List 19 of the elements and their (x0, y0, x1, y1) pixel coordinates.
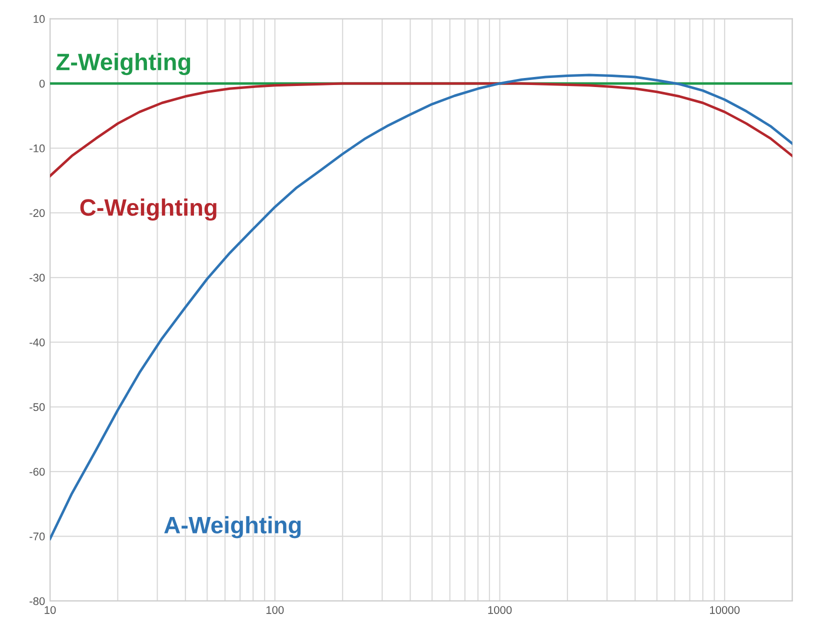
x-tick-label: 1000 (488, 606, 512, 614)
y-tick-label: -30 (30, 274, 45, 282)
x-tick-label: 10000 (710, 606, 740, 614)
x-tick-label: 100 (266, 606, 284, 614)
x-tick-label: 10 (44, 606, 56, 614)
y-tick-label: 0 (39, 80, 45, 88)
series-label: Z-Weighting (56, 53, 190, 76)
y-tick-label: -60 (30, 468, 45, 476)
y-tick-label: -40 (30, 338, 45, 346)
y-tick-label: -70 (30, 532, 45, 540)
line-series (50, 74, 792, 540)
y-tick-label: -10 (30, 144, 45, 152)
series-label: C-Weighting (80, 198, 216, 221)
y-tick-label: -20 (30, 209, 45, 217)
y-tick-label: 10 (34, 15, 45, 23)
line-series (50, 82, 792, 178)
text: A-Weighting (164, 516, 301, 538)
y-tick-label: -50 (30, 403, 45, 412)
y-tick-label: -80 (30, 597, 45, 606)
